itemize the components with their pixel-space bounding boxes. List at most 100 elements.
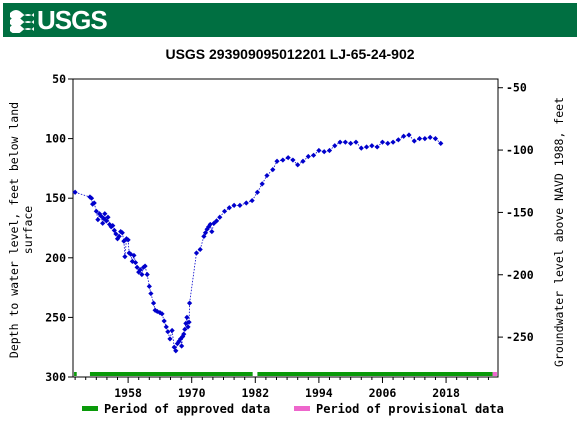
data-point xyxy=(122,254,128,260)
data-point xyxy=(181,331,187,337)
data-point xyxy=(100,220,106,226)
usgs-wave-icon xyxy=(10,10,34,33)
legend-provisional-label: Period of provisional data xyxy=(316,402,504,416)
right-tick-label: -200 xyxy=(506,268,534,282)
data-point xyxy=(148,290,154,297)
left-tick-label: 250 xyxy=(45,310,66,324)
data-point xyxy=(163,324,169,330)
chart-title: USGS 293909095012201 LJ-65-24-902 xyxy=(165,46,414,62)
data-point xyxy=(119,230,125,236)
data-point xyxy=(305,153,311,160)
data-point xyxy=(337,139,343,145)
data-point xyxy=(165,329,171,335)
data-point xyxy=(401,133,407,139)
data-point xyxy=(72,189,78,195)
right-tick-label: -150 xyxy=(506,205,534,219)
data-point xyxy=(411,138,417,144)
left-tick-label: 300 xyxy=(45,370,66,384)
data-point xyxy=(295,162,301,168)
usgs-banner: USGS xyxy=(3,3,577,37)
x-axis: 1958 1970 1982 1994 2006 2018 xyxy=(74,377,489,400)
data-point xyxy=(142,263,148,269)
legend-provisional-swatch xyxy=(294,406,310,411)
data-point xyxy=(369,143,375,149)
data-point xyxy=(321,149,327,155)
series-connector xyxy=(188,303,190,323)
data-point xyxy=(390,139,396,145)
data-point xyxy=(121,238,127,244)
left-axis-label-line-2: surface xyxy=(21,206,35,255)
data-point xyxy=(110,223,116,229)
x-tick-label: 2006 xyxy=(369,386,397,400)
data-point xyxy=(129,258,135,264)
data-point xyxy=(237,202,243,208)
right-tick-label: -50 xyxy=(506,81,527,95)
series-layer xyxy=(72,132,444,354)
data-point xyxy=(342,139,348,145)
data-point xyxy=(217,214,223,220)
data-point xyxy=(310,152,317,158)
data-point xyxy=(132,259,139,266)
left-tick-label: 100 xyxy=(45,132,66,146)
data-point xyxy=(348,140,354,146)
approved-period-bar xyxy=(74,372,77,376)
data-point xyxy=(161,318,167,324)
data-point xyxy=(385,140,391,146)
data-point xyxy=(290,157,296,163)
data-point xyxy=(259,181,265,187)
data-point xyxy=(406,132,412,138)
data-point xyxy=(186,300,193,306)
data-point xyxy=(93,208,99,214)
data-point xyxy=(270,166,276,173)
data-point xyxy=(137,267,143,273)
data-point xyxy=(182,326,188,332)
data-point xyxy=(174,341,180,347)
series-connector xyxy=(199,236,205,250)
data-point xyxy=(186,319,192,325)
data-point xyxy=(113,231,119,237)
right-tick-label: -100 xyxy=(506,143,534,157)
data-point xyxy=(358,145,364,151)
data-point xyxy=(326,147,333,154)
left-tick-label: 150 xyxy=(45,191,66,205)
legend-approved-swatch xyxy=(82,406,98,411)
series-connector xyxy=(127,239,130,254)
left-tick-label: 200 xyxy=(45,251,66,265)
data-point xyxy=(395,137,401,143)
usgs-wordmark: USGS xyxy=(37,5,108,35)
data-point xyxy=(379,139,386,145)
data-point xyxy=(221,208,228,214)
data-point xyxy=(197,246,203,253)
legend: Period of approved data Period of provis… xyxy=(82,402,504,416)
usgs-logo[interactable]: USGS xyxy=(9,5,108,35)
data-point xyxy=(280,157,286,163)
data-point xyxy=(184,314,190,320)
data-point xyxy=(152,307,158,313)
series-connector xyxy=(123,241,126,257)
data-point xyxy=(131,252,137,259)
approved-period-bar xyxy=(89,372,253,376)
legend-approved-label: Period of approved data xyxy=(104,402,270,416)
data-point xyxy=(150,300,157,306)
right-tick-label: -250 xyxy=(506,330,534,344)
data-point xyxy=(167,336,173,342)
data-point xyxy=(274,158,280,164)
data-point xyxy=(139,271,145,278)
data-point xyxy=(105,214,111,220)
data-point xyxy=(264,172,270,179)
data-point xyxy=(193,250,200,256)
left-axis-label-line-1: Depth to water level, feet below land xyxy=(7,102,21,358)
data-point xyxy=(159,311,165,317)
data-point xyxy=(226,205,232,211)
data-point xyxy=(249,197,255,204)
x-tick-label: 1982 xyxy=(241,386,269,400)
data-point xyxy=(125,237,131,243)
data-point xyxy=(173,348,179,354)
data-point xyxy=(134,264,140,270)
data-point xyxy=(91,200,97,206)
x-tick-label: 2018 xyxy=(432,386,460,400)
data-point xyxy=(179,343,185,349)
data-point xyxy=(300,158,306,164)
data-point xyxy=(102,211,108,217)
data-point xyxy=(116,233,122,239)
